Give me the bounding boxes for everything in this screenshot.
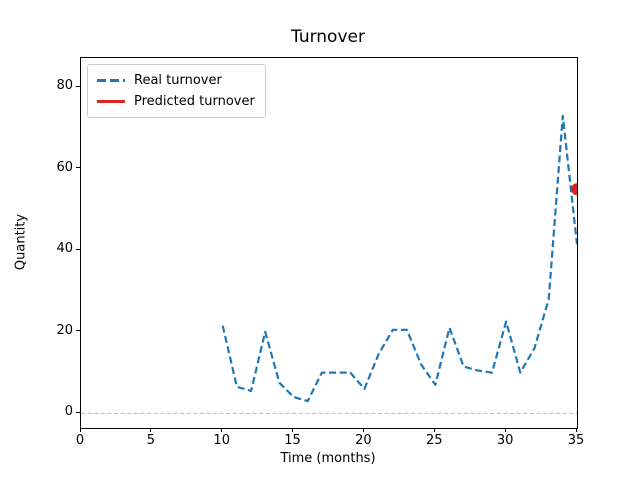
x-tick-label: 20 [355, 433, 372, 448]
y-tick-mark [76, 411, 80, 413]
predicted-point-marker [571, 183, 577, 196]
x-tick-label: 25 [426, 433, 443, 448]
y-tick-label: 40 [56, 241, 73, 257]
plot-area: Real turnover Predicted turnover [80, 57, 578, 429]
y-tick-label: 0 [64, 404, 73, 420]
x-tick-label: 10 [213, 433, 230, 448]
legend-label-predicted: Predicted turnover [134, 94, 255, 109]
x-tick-label: 15 [284, 433, 301, 448]
legend-dashed-line-icon [97, 79, 125, 82]
series-line-0 [221, 114, 577, 403]
x-tick-label: 5 [146, 433, 155, 448]
x-tick-label: 30 [496, 433, 514, 448]
y-tick-label: 80 [56, 78, 73, 94]
legend-entry-predicted: Predicted turnover [97, 91, 255, 112]
legend: Real turnover Predicted turnover [87, 64, 266, 118]
x-tick-mark [575, 428, 577, 432]
y-tick-label: 60 [56, 159, 73, 175]
x-tick-mark [292, 428, 294, 432]
x-tick-mark [504, 428, 506, 432]
x-tick-mark [79, 428, 81, 432]
plot-canvas [81, 114, 577, 414]
x-tick-mark [433, 428, 435, 432]
y-tick-label: 20 [56, 322, 73, 338]
y-tick-mark [76, 85, 80, 87]
legend-label-real: Real turnover [134, 73, 222, 88]
x-tick-mark [362, 428, 364, 432]
legend-solid-line-icon [97, 100, 125, 103]
y-tick-mark [76, 330, 80, 332]
y-axis-label: Quantity [13, 213, 29, 271]
x-tick-mark [150, 428, 152, 432]
x-tick-mark [221, 428, 223, 432]
y-tick-mark [76, 248, 80, 250]
x-axis-label: Time (months) [280, 451, 376, 466]
chart-title: Turnover [291, 27, 365, 47]
legend-entry-real: Real turnover [97, 70, 255, 91]
x-tick-label: 35 [567, 433, 585, 448]
y-tick-mark [76, 167, 80, 169]
x-tick-label: 0 [75, 433, 85, 448]
